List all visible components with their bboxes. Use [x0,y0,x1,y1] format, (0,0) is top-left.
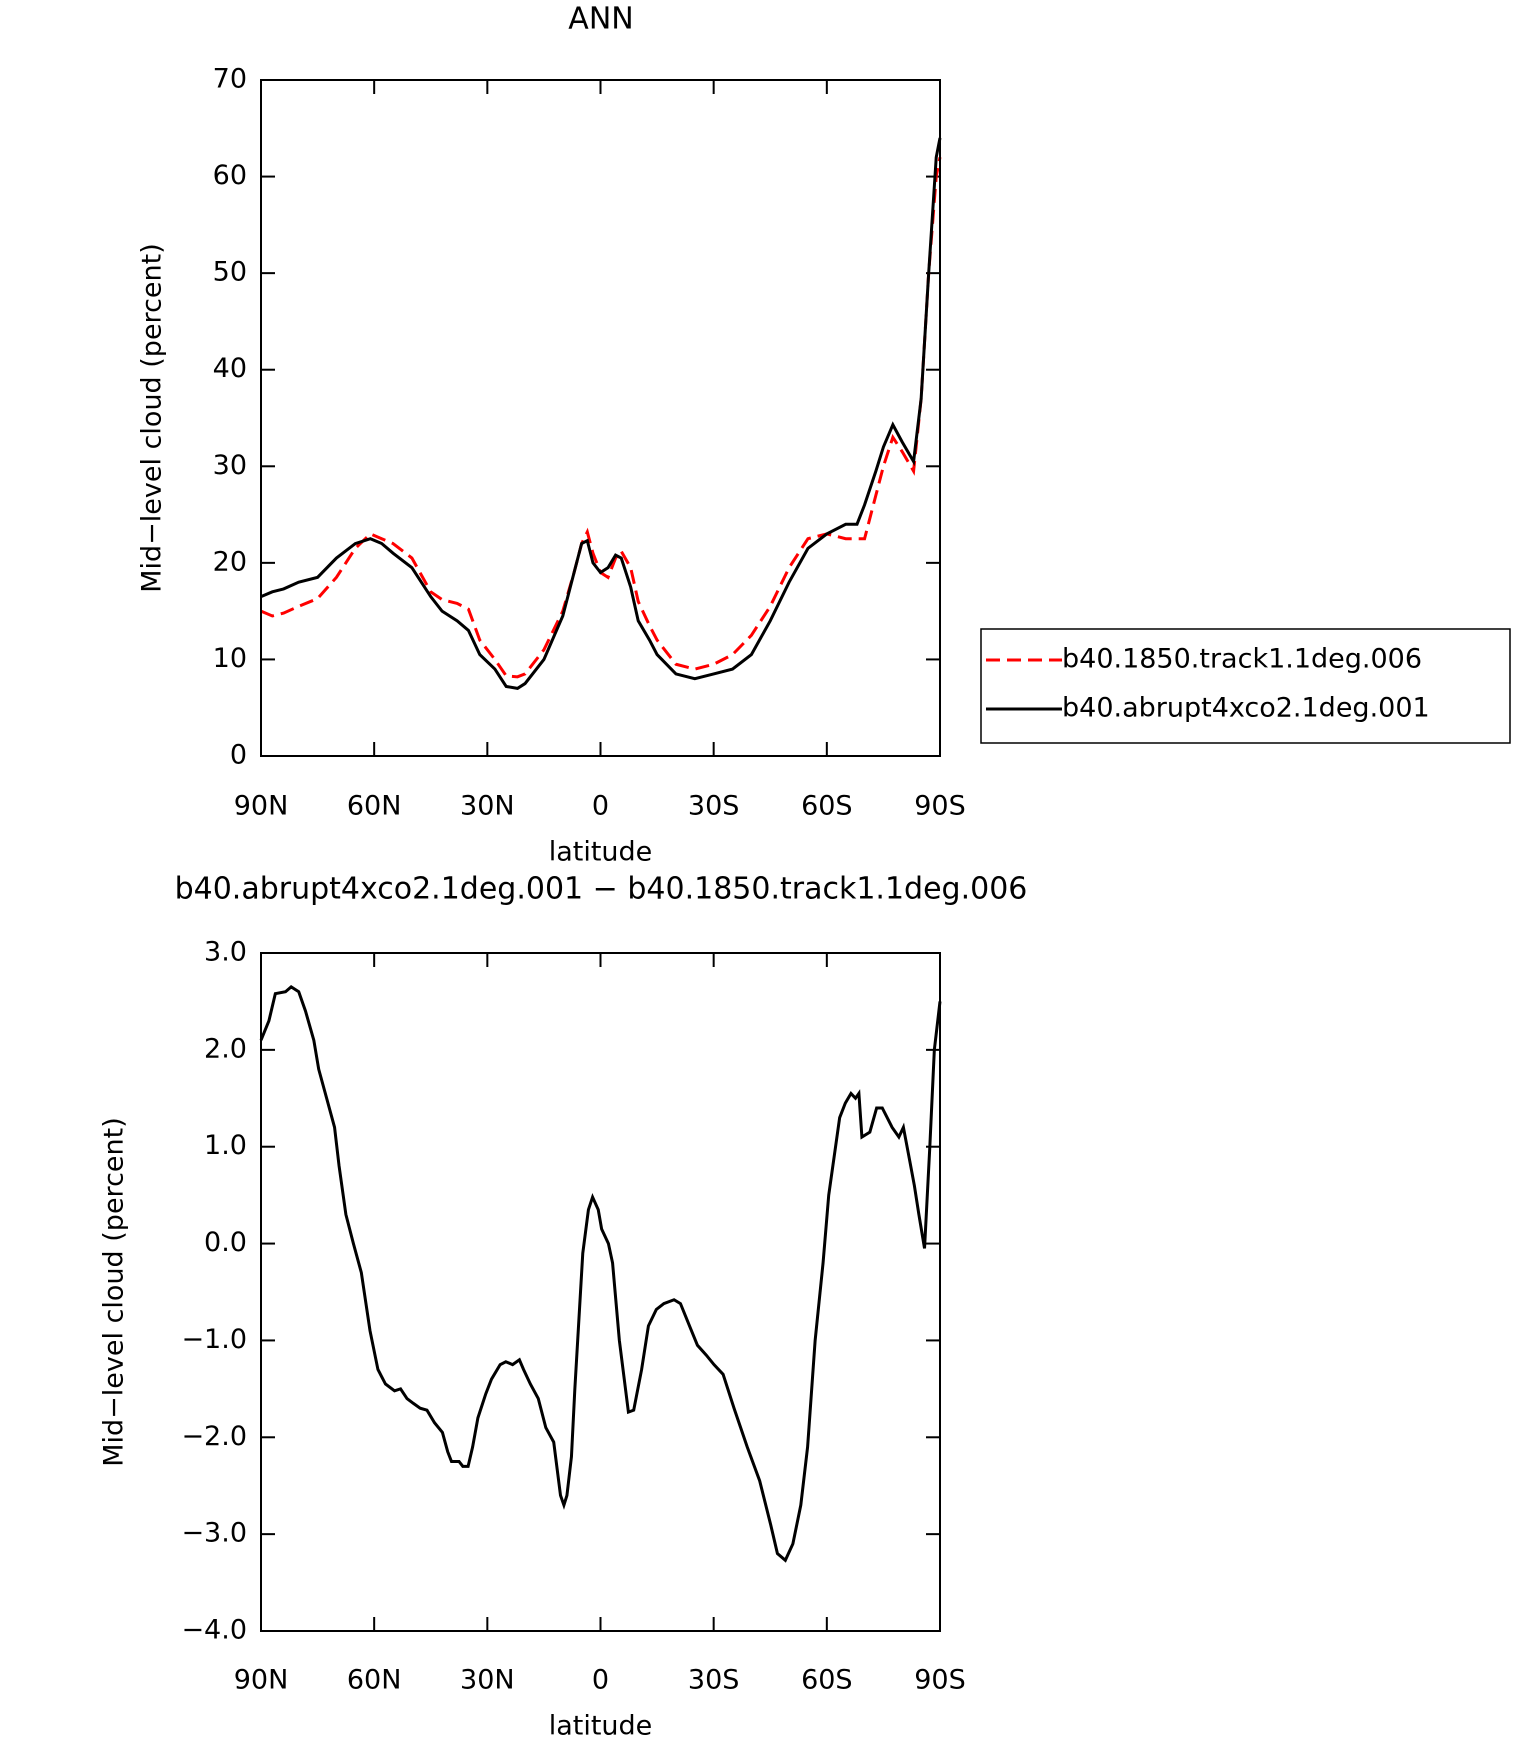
y-axis-label: Mid−level cloud (percent) [99,1117,130,1467]
y-tick-label: 1.0 [204,1130,247,1161]
y-tick-label: 60 [213,160,247,191]
x-tick-label: 90S [914,1665,966,1696]
x-tick-label: 60N [347,1665,402,1696]
x-tick-label: 0 [592,1665,609,1696]
series-line [260,137,942,690]
x-tick-label: 30S [688,791,740,822]
x-tick-label: 30N [460,1665,515,1696]
x-tick-label: 60N [347,791,402,822]
y-tick-label: −4.0 [181,1615,247,1646]
y-tick-label: −3.0 [181,1518,247,1549]
x-tick-label: 60S [801,791,853,822]
series-line [259,985,942,1563]
series-line [260,156,942,679]
y-tick-label: 0 [230,740,247,771]
y-tick-label: −2.0 [181,1421,247,1452]
plot-frame [260,79,941,757]
legend-label: b40.abrupt4xco2.1deg.001 [1062,693,1430,724]
y-tick-label: 50 [213,257,247,288]
legend: b40.1850.track1.1deg.006 b40.abrupt4xco2.… [980,628,1511,744]
chart-title: ANN [568,2,633,37]
y-tick-label: 2.0 [204,1033,247,1064]
y-axis-label: Mid−level cloud (percent) [137,243,168,593]
legend-box [980,628,1511,744]
y-tick-label: 70 [213,64,247,95]
x-axis-label: latitude [549,1711,653,1742]
x-axis-label: latitude [549,837,653,868]
chart-title: b40.abrupt4xco2.1deg.001 − b40.1850.trac… [175,872,1028,907]
x-tick-label: 90N [234,1665,289,1696]
y-tick-label: 3.0 [204,937,247,968]
x-tick-label: 90N [234,791,289,822]
x-tick-label: 30S [688,1665,740,1696]
x-tick-label: 30N [460,791,515,822]
plot-frame [260,952,941,1632]
legend-label: b40.1850.track1.1deg.006 [1062,644,1422,675]
y-tick-label: 10 [213,643,247,674]
y-tick-label: 0.0 [204,1227,247,1258]
y-tick-label: 40 [213,353,247,384]
y-tick-label: −1.0 [181,1324,247,1355]
x-tick-label: 0 [592,791,609,822]
x-tick-label: 60S [801,1665,853,1696]
x-tick-label: 90S [914,791,966,822]
y-tick-label: 20 [213,546,247,577]
y-tick-label: 30 [213,450,247,481]
